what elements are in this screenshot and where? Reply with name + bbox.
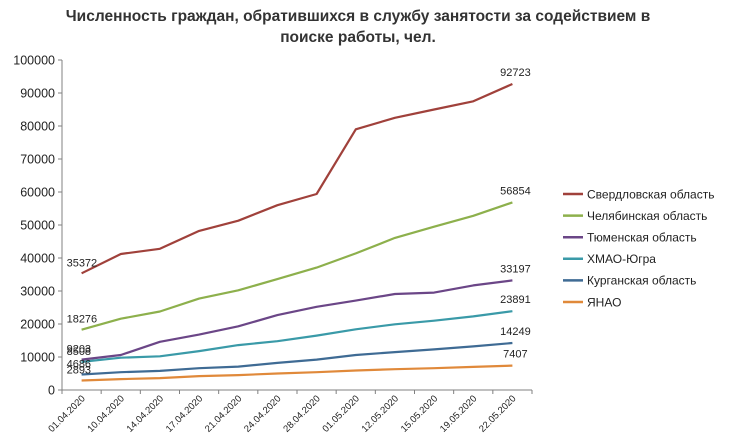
x-tick-label: 17.04.2020	[164, 393, 205, 434]
y-tick-label: 60000	[20, 186, 55, 200]
y-tick-label: 0	[48, 384, 55, 398]
legend-label: Тюменская область	[587, 231, 697, 245]
x-tick-label: 10.04.2020	[85, 393, 126, 434]
legend-item: ЯНАО	[563, 295, 621, 309]
chart-axes	[58, 59, 533, 394]
y-tick-label: 70000	[20, 153, 55, 167]
data-label: 92723	[500, 67, 531, 79]
legend-item: Свердловская область	[563, 187, 714, 201]
chart-title-line-2: поиске работы, чел.	[280, 29, 436, 46]
series-line	[81, 201, 513, 331]
chart-title-line-1: Численность граждан, обратившихся в служ…	[66, 8, 650, 25]
y-axis-tick-labels: 0 10000 20000 30000 40000 50000 60000 70000 8000…	[13, 54, 55, 398]
legend-item: Тюменская область	[563, 231, 697, 245]
data-label: 35372	[67, 257, 98, 269]
data-labels: 35372 92723 18276 56854 9203 33197 8508 23891 46…	[67, 67, 531, 376]
y-tick-label: 30000	[20, 285, 55, 299]
x-tick-label: 15.05.2020	[399, 393, 440, 434]
x-tick-label: 19.05.2020	[438, 393, 479, 434]
data-label: 4686	[67, 359, 91, 371]
data-label: 56854	[500, 185, 531, 197]
legend-label: ЯНАО	[587, 295, 621, 309]
x-tick-label: 14.04.2020	[125, 393, 166, 434]
legend: Свердловская область Челябинская область Т…	[563, 187, 714, 309]
y-tick-label: 50000	[20, 219, 55, 233]
data-label: 23891	[500, 294, 531, 306]
series-line	[81, 364, 513, 382]
y-tick-label: 90000	[20, 87, 55, 101]
data-label: 18276	[67, 314, 98, 326]
data-label: 2893	[67, 364, 91, 376]
x-axis-tick-labels: 01.04.202010.04.202014.04.202017.04.2020…	[46, 393, 518, 434]
x-tick-label: 22.05.2020	[477, 393, 518, 434]
x-tick-label: 28.04.2020	[281, 393, 322, 434]
x-tick-label: 01.05.2020	[320, 393, 361, 434]
series-lines	[81, 82, 513, 382]
legend-item: Челябинская область	[563, 209, 707, 223]
legend-label: Челябинская область	[587, 209, 707, 223]
legend-label: ХМАО-Югра	[587, 252, 656, 266]
x-tick-label: 01.04.2020	[46, 393, 87, 434]
series-line	[81, 82, 513, 275]
y-tick-label: 10000	[20, 351, 55, 365]
series-line	[81, 310, 513, 363]
x-tick-label: 21.04.2020	[203, 393, 244, 434]
series-line	[81, 279, 513, 361]
data-label: 9203	[67, 344, 91, 356]
y-tick-label: 100000	[13, 54, 55, 68]
x-tick-label: 24.04.2020	[242, 393, 283, 434]
legend-item: Курганская область	[563, 274, 696, 288]
legend-item: ХМАО-Югра	[563, 252, 656, 266]
data-label: 7407	[503, 349, 527, 361]
data-label: 8508	[67, 346, 91, 358]
legend-label: Курганская область	[587, 274, 696, 288]
y-tick-label: 80000	[20, 120, 55, 134]
y-tick-label: 40000	[20, 252, 55, 266]
y-tick-label: 20000	[20, 318, 55, 332]
x-tick-label: 12.05.2020	[360, 393, 401, 434]
series-line	[81, 341, 513, 376]
data-label: 14249	[500, 326, 531, 338]
legend-label: Свердловская область	[587, 187, 714, 201]
data-label: 33197	[500, 263, 531, 275]
